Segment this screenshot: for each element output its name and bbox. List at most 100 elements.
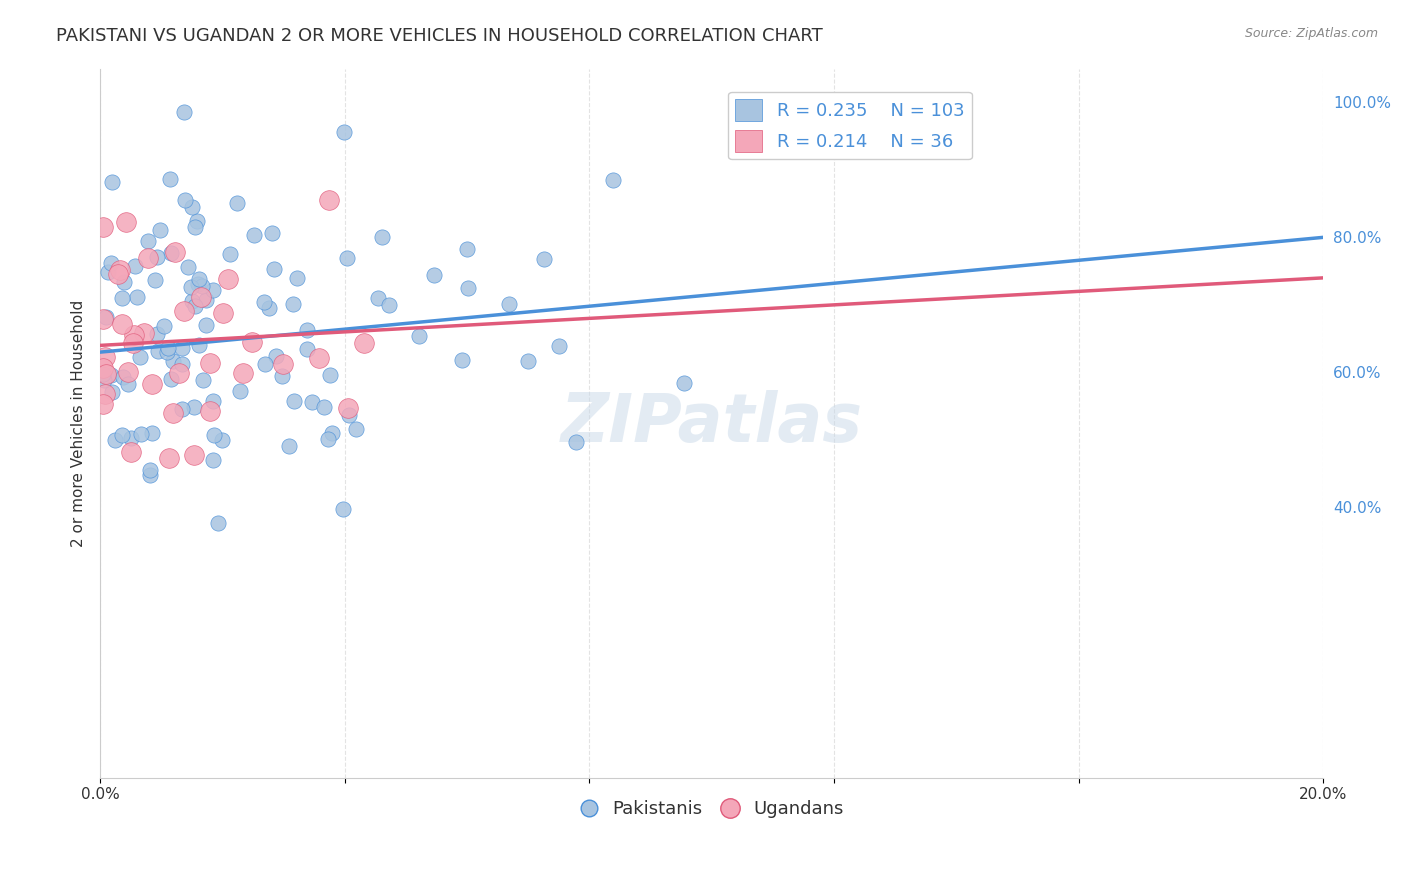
Point: [91, 220, 114, 235]
Point: [672, 376, 695, 390]
Point: [134, 326, 156, 340]
Point: [190, 290, 212, 304]
Point: [124, 259, 146, 273]
Point: [160, 372, 183, 386]
Point: [93, 373, 115, 387]
Point: [229, 384, 252, 398]
Point: [156, 345, 179, 359]
Point: [160, 245, 183, 260]
Point: [156, 342, 179, 356]
Point: [91, 360, 114, 375]
Point: [183, 299, 205, 313]
Point: [202, 452, 225, 467]
Point: [143, 273, 166, 287]
Point: [308, 351, 330, 365]
Point: [114, 275, 136, 289]
Point: [456, 242, 478, 256]
Text: PAKISTANI VS UGANDAN 2 OR MORE VEHICLES IN HOUSEHOLD CORRELATION CHART: PAKISTANI VS UGANDAN 2 OR MORE VEHICLES …: [56, 27, 823, 45]
Point: [186, 214, 208, 228]
Point: [162, 354, 184, 368]
Point: [353, 336, 375, 351]
Point: [408, 329, 430, 343]
Point: [195, 293, 218, 307]
Point: [138, 467, 160, 482]
Point: [602, 172, 624, 186]
Point: [187, 272, 209, 286]
Point: [121, 336, 143, 351]
Point: [145, 250, 167, 264]
Point: [318, 193, 340, 207]
Point: [316, 433, 339, 447]
Point: [146, 344, 169, 359]
Point: [285, 270, 308, 285]
Point: [136, 251, 159, 265]
Point: [174, 193, 197, 207]
Point: [173, 105, 195, 120]
Point: [260, 226, 283, 240]
Point: [273, 357, 295, 371]
Point: [202, 283, 225, 297]
Point: [253, 294, 276, 309]
Point: [129, 426, 152, 441]
Point: [100, 385, 122, 400]
Point: [295, 323, 318, 337]
Point: [226, 195, 249, 210]
Point: [125, 290, 148, 304]
Y-axis label: 2 or more Vehicles in Household: 2 or more Vehicles in Household: [72, 300, 86, 547]
Point: [565, 434, 588, 449]
Point: [165, 245, 187, 260]
Point: [457, 281, 479, 295]
Point: [336, 401, 359, 415]
Point: [423, 268, 446, 282]
Point: [129, 350, 152, 364]
Point: [212, 306, 235, 320]
Point: [271, 368, 294, 383]
Point: [94, 367, 117, 381]
Point: [451, 353, 474, 368]
Point: [188, 338, 211, 352]
Point: [115, 215, 138, 229]
Point: [321, 426, 343, 441]
Point: [344, 422, 367, 436]
Point: [319, 368, 342, 382]
Point: [195, 318, 218, 333]
Point: [211, 433, 233, 447]
Point: [110, 427, 132, 442]
Point: [198, 356, 221, 370]
Point: [193, 373, 215, 387]
Point: [141, 426, 163, 441]
Point: [117, 376, 139, 391]
Point: [183, 448, 205, 462]
Point: [335, 251, 357, 265]
Point: [157, 450, 180, 465]
Point: [278, 439, 301, 453]
Point: [162, 406, 184, 420]
Point: [332, 502, 354, 516]
Point: [187, 277, 209, 292]
Point: [121, 445, 143, 459]
Point: [263, 261, 285, 276]
Point: [91, 396, 114, 410]
Point: [120, 431, 142, 445]
Point: [202, 393, 225, 408]
Point: [207, 516, 229, 531]
Point: [145, 326, 167, 341]
Point: [337, 408, 360, 422]
Point: [332, 125, 354, 139]
Point: [183, 400, 205, 414]
Point: [153, 318, 176, 333]
Point: [91, 367, 114, 381]
Point: [184, 219, 207, 234]
Point: [159, 171, 181, 186]
Point: [367, 291, 389, 305]
Point: [283, 394, 305, 409]
Point: [108, 263, 131, 277]
Point: [371, 230, 394, 244]
Point: [138, 463, 160, 477]
Text: ZIPatlas: ZIPatlas: [561, 390, 863, 456]
Point: [240, 334, 263, 349]
Point: [141, 377, 163, 392]
Point: [180, 279, 202, 293]
Point: [97, 264, 120, 278]
Point: [111, 317, 134, 331]
